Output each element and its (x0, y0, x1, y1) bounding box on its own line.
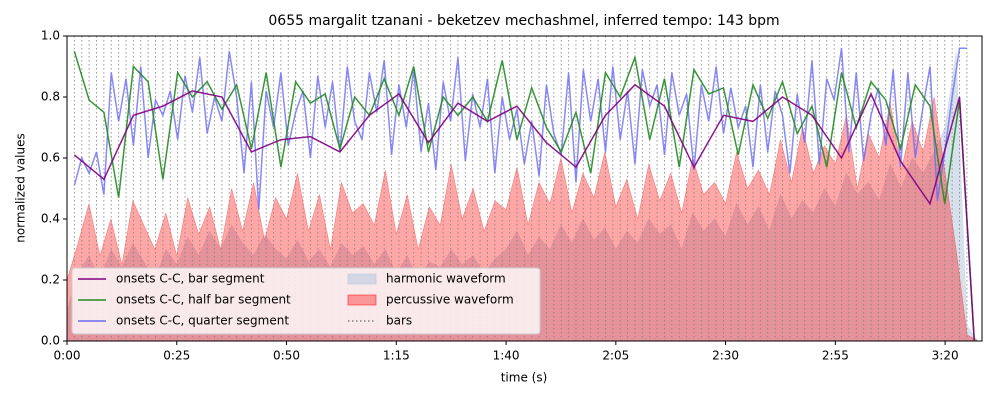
x-tick-label: 0:25 (163, 349, 190, 363)
x-tick-label: 1:15 (383, 349, 410, 363)
y-tick-label: 0.2 (41, 273, 60, 287)
legend-label: percussive waveform (386, 293, 514, 307)
series-line (73, 51, 976, 341)
plot-frame (66, 35, 983, 342)
legend-label: onsets C-C, half bar segment (116, 293, 291, 307)
series-line (73, 47, 967, 210)
y-tick-label: 0.4 (41, 212, 60, 226)
series-line (73, 83, 976, 341)
x-tick-label: 1:40 (493, 349, 520, 363)
x-tick-label: 2:55 (822, 349, 849, 363)
y-axis-label: normalized values (14, 133, 28, 243)
chart-title: 0655 margalit tzanani - beketzev mechash… (268, 13, 779, 29)
legend-label: onsets C-C, bar segment (116, 272, 265, 286)
x-axis-label: time (s) (501, 371, 548, 385)
legend-label: onsets C-C, quarter segment (116, 314, 289, 328)
legend-label: harmonic waveform (386, 272, 506, 286)
y-tick-label: 0.8 (41, 90, 60, 104)
x-tick-label: 0:00 (54, 349, 81, 363)
x-tick-label: 3:20 (932, 349, 959, 363)
legend-label: bars (386, 314, 412, 328)
legend-handle (347, 294, 377, 306)
x-tick-label: 0:50 (273, 349, 300, 363)
y-tick-label: 0.0 (41, 334, 60, 348)
legend-frame (71, 267, 541, 335)
y-tick-label: 0.6 (41, 151, 60, 165)
x-tick-label: 2:30 (712, 349, 739, 363)
x-tick-label: 2:05 (602, 349, 629, 363)
legend-handle (347, 273, 377, 285)
y-tick-label: 1.0 (41, 29, 60, 43)
